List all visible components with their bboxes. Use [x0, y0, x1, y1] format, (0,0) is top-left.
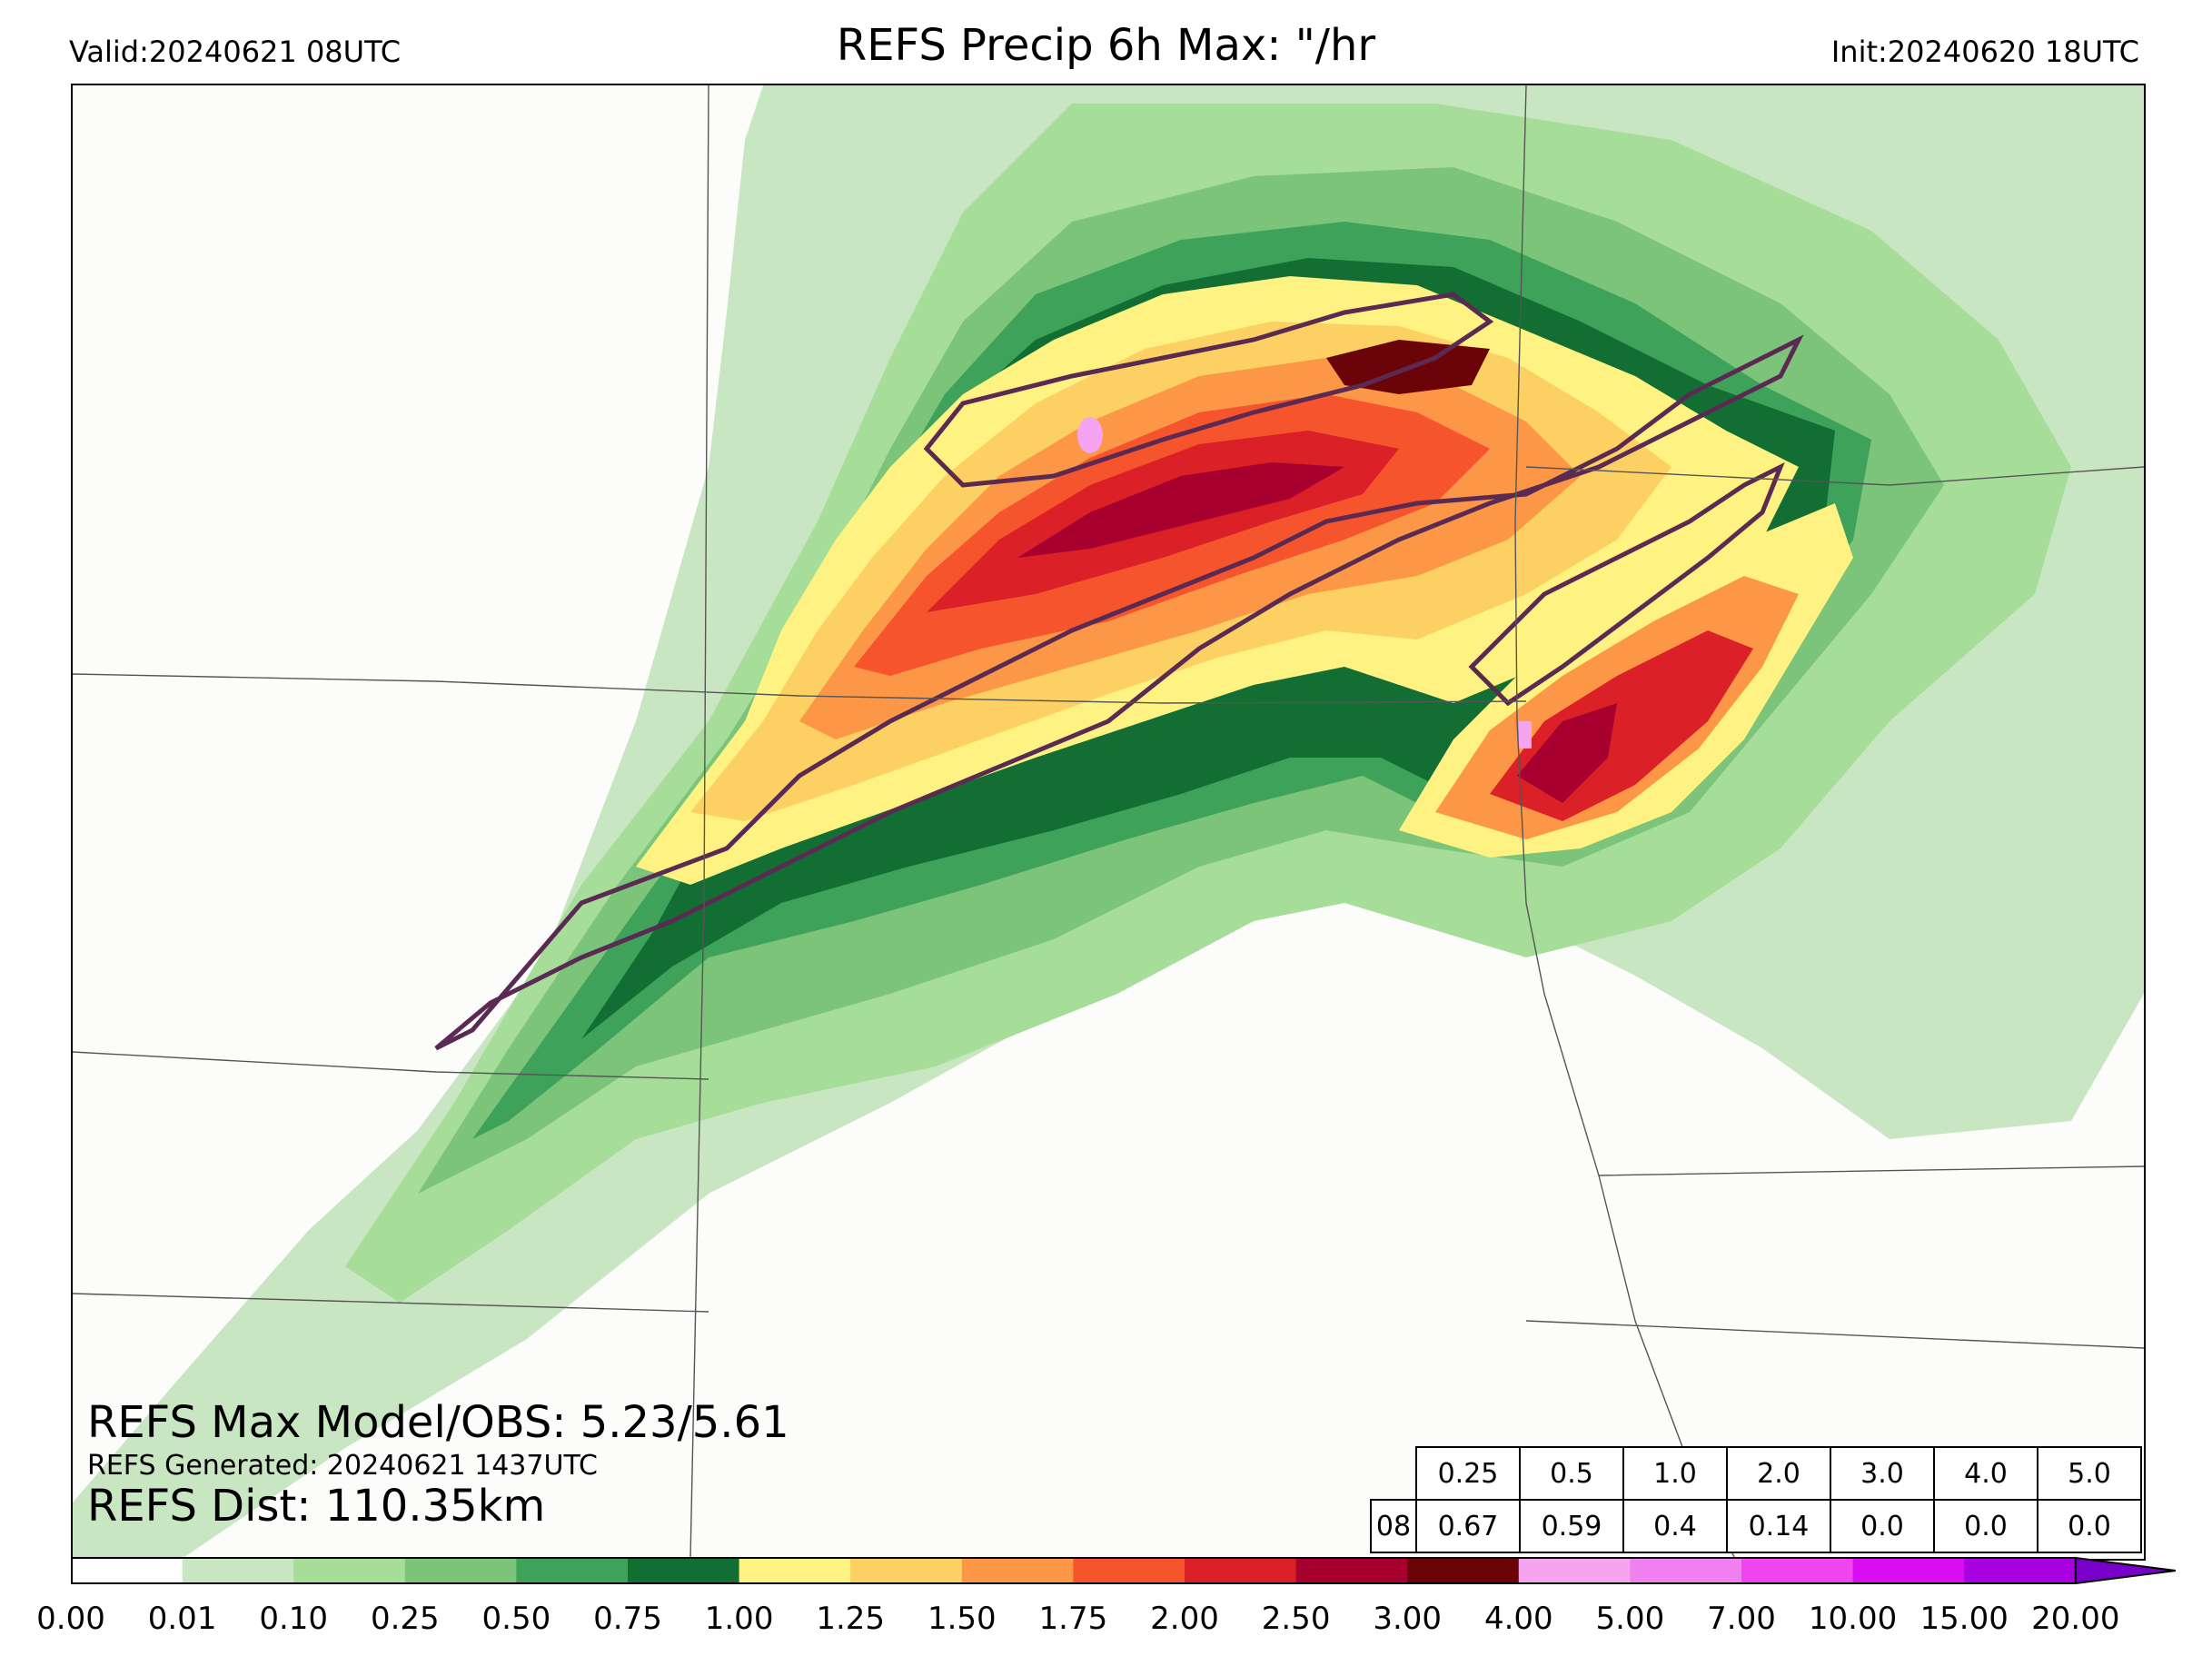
threshold-cell: 1.0: [1622, 1446, 1728, 1501]
colorbar: [71, 1556, 2176, 1585]
max-model-obs-label: REFS Max Model/OBS: 5.23/5.61: [87, 1397, 789, 1448]
value-cell: 0.67: [1415, 1499, 1521, 1553]
colorbar-extend-arrow: [2074, 1556, 2176, 1585]
row-label-cell: 08: [1370, 1499, 1417, 1553]
precip-core-crimson: [1017, 462, 1344, 558]
threshold-cell: 0.25: [1415, 1446, 1521, 1501]
colorbar-tick-label: 0.25: [370, 1601, 440, 1637]
colorbar-tick-label: 0.01: [147, 1601, 217, 1637]
colorbar-segment: [1295, 1558, 1408, 1583]
colorbar-tick-label: 1.00: [704, 1601, 774, 1637]
colorbar-segment: [516, 1558, 629, 1583]
map-canvas: [73, 85, 2144, 1559]
value-cell: 0.14: [1726, 1499, 1831, 1553]
colorbar-outline: [71, 1557, 2077, 1584]
map-title: REFS Precip 6h Max: "/hr: [836, 20, 1376, 71]
precip-max-pink-1: [1077, 417, 1103, 453]
colorbar-segment: [628, 1558, 740, 1583]
colorbar-segment: [850, 1558, 963, 1583]
state-boundaries: [73, 85, 2144, 1559]
colorbar-tick-label: 2.50: [1261, 1601, 1331, 1637]
probability-table: 0.25 0.5 1.0 2.0 3.0 4.0 5.0 08 0.67 0.5…: [1370, 1446, 2142, 1553]
obs-contour-main: [434, 334, 1804, 1051]
colorbar-segment: [1741, 1558, 1854, 1583]
threshold-cell: 3.0: [1830, 1446, 1935, 1501]
value-cell: 0.0: [2037, 1499, 2142, 1553]
value-cell: 0.4: [1622, 1499, 1728, 1553]
generated-label: REFS Generated: 20240621 1437UTC: [87, 1450, 598, 1482]
value-cell: 0.59: [1519, 1499, 1624, 1553]
colorbar-segment: [1964, 1558, 2077, 1583]
colorbar-tick-label: 1.25: [816, 1601, 886, 1637]
colorbar-tick-label: 1.50: [927, 1601, 997, 1637]
colorbar-tick-label: 4.00: [1483, 1601, 1553, 1637]
dist-label: REFS Dist: 110.35km: [87, 1481, 546, 1532]
colorbar-segment: [961, 1558, 1074, 1583]
precip-east-darkred: [1517, 703, 1617, 803]
valid-time-label: Valid:20240621 08UTC: [69, 35, 402, 69]
obs-contour-north: [923, 292, 1494, 488]
colorbar-tick-label: 0.75: [593, 1601, 662, 1637]
colorbar-segment: [71, 1558, 184, 1583]
colorbar-segment: [293, 1558, 406, 1583]
colorbar-segment: [1852, 1558, 1965, 1583]
colorbar-tick-label: 0.10: [259, 1601, 329, 1637]
colorbar-segment: [1630, 1558, 1742, 1583]
colorbar-tick-label: 1.75: [1038, 1601, 1108, 1637]
obs-contour-east: [1468, 461, 1785, 707]
colorbar-segment: [404, 1558, 517, 1583]
colorbar-segment: [182, 1558, 294, 1583]
colorbar-tick-label: 3.00: [1373, 1601, 1443, 1637]
table-row: 08 0.67 0.59 0.4 0.14 0.0 0.0 0.0: [1370, 1499, 2142, 1553]
colorbar-segment: [1518, 1558, 1631, 1583]
colorbar-tick-label: 5.00: [1595, 1601, 1665, 1637]
colorbar-segment: [1407, 1558, 1520, 1583]
precip-map: [71, 84, 2146, 1561]
header: Valid:20240621 08UTC REFS Precip 6h Max:…: [0, 0, 2212, 82]
init-time-label: Init:20240620 18UTC: [1830, 35, 2139, 69]
threshold-cell: 2.0: [1726, 1446, 1831, 1501]
value-cell: 0.0: [1830, 1499, 1935, 1553]
colorbar-segment: [739, 1558, 851, 1583]
colorbar-tick-label: 20.00: [2031, 1601, 2120, 1637]
threshold-cell: 4.0: [1933, 1446, 2038, 1501]
colorbar-segment: [1073, 1558, 1185, 1583]
colorbar-tick-label: 15.00: [1919, 1601, 2009, 1637]
colorbar-tick-label: 7.00: [1707, 1601, 1776, 1637]
table-header-row: 0.25 0.5 1.0 2.0 3.0 4.0 5.0: [1371, 1446, 2142, 1501]
threshold-cell: 5.0: [2037, 1446, 2142, 1501]
value-cell: 0.0: [1933, 1499, 2038, 1553]
colorbar-tick-label: 10.00: [1808, 1601, 1898, 1637]
precip-max-pink-2: [1519, 721, 1532, 749]
colorbar-segment: [1185, 1558, 1297, 1583]
threshold-cell: 0.5: [1519, 1446, 1624, 1501]
colorbar-tick-label: 2.00: [1150, 1601, 1219, 1637]
colorbar-tick-label: 0.00: [36, 1601, 105, 1637]
colorbar-tick-label: 0.50: [481, 1601, 551, 1637]
